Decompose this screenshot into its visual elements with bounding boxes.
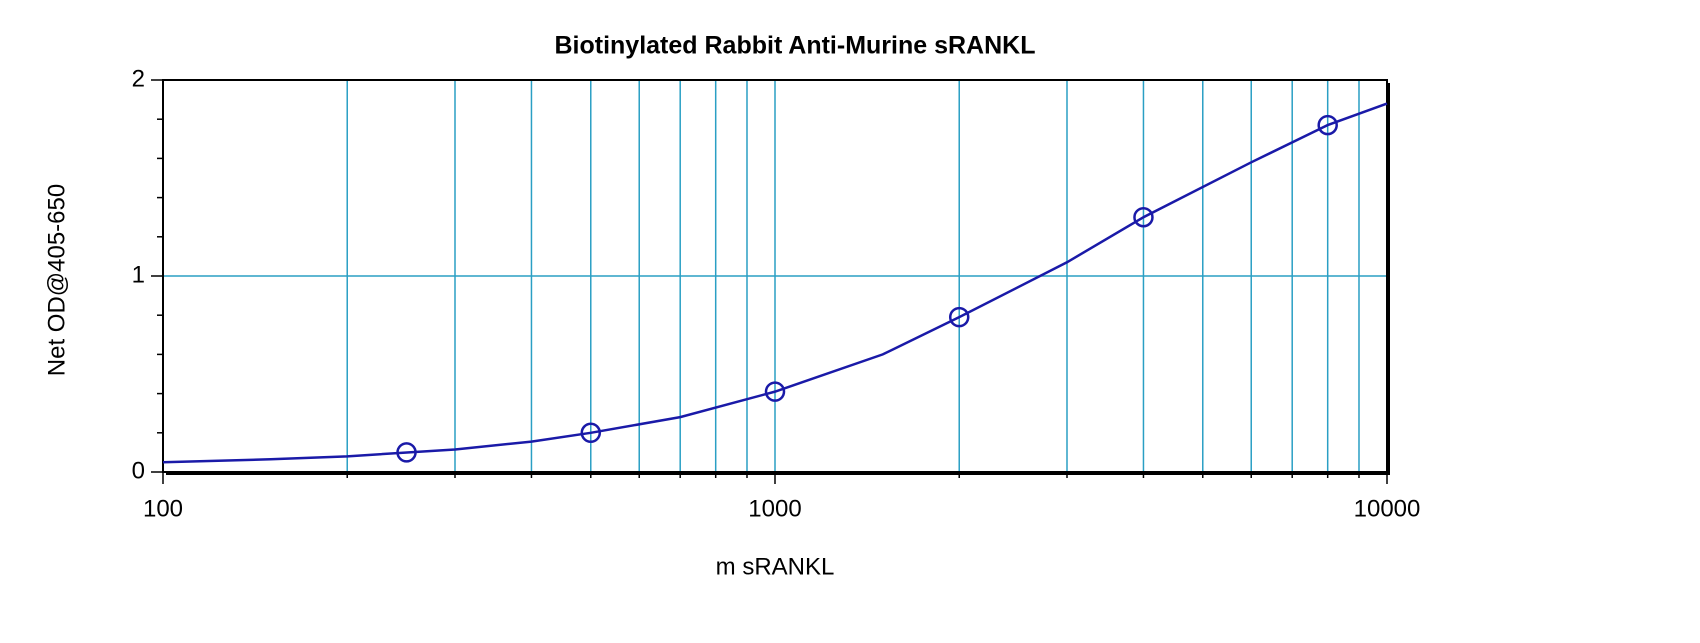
data-point [948, 306, 970, 328]
x-tick-label: 10000 [1354, 495, 1421, 522]
data-point [580, 422, 602, 444]
data-point [1133, 206, 1154, 228]
y-tick-label: 1 [132, 261, 145, 288]
x-tick-label: 1000 [748, 495, 801, 522]
y-tick-label: 0 [132, 457, 145, 484]
x-tick-label: 100 [143, 495, 183, 522]
chart-title: Biotinylated Rabbit Anti-Murine sRANKL [554, 32, 1035, 60]
data-point [764, 381, 786, 402]
y-tick-label: 2 [132, 65, 145, 92]
fit-curve [162, 102, 1388, 464]
x-axis-label: m sRANKL [716, 553, 835, 580]
y-axis-label: Net OD@405-650 [43, 184, 70, 376]
data-point [1317, 114, 1338, 136]
